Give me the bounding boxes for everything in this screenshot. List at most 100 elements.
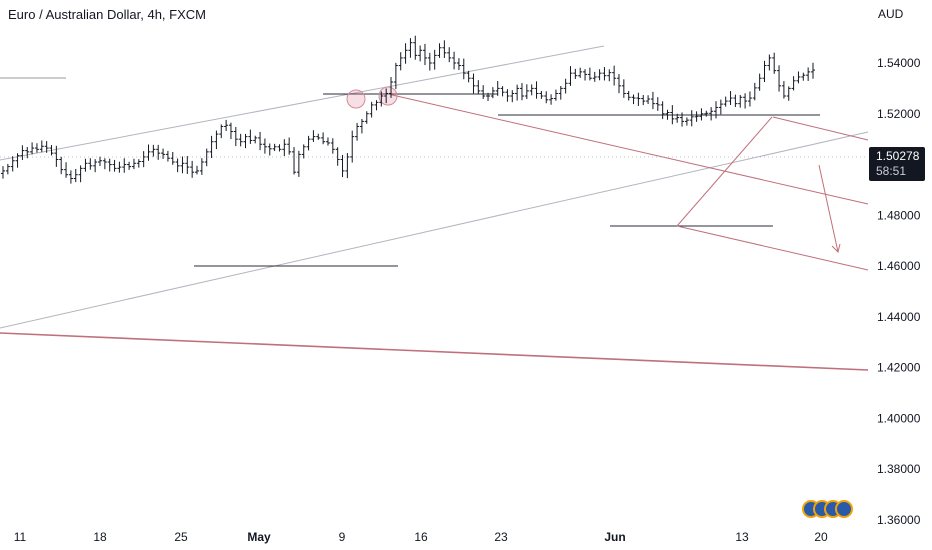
ohlc-bar xyxy=(587,67,592,81)
ohlc-bar xyxy=(30,142,35,155)
ohlc-bar xyxy=(107,158,112,172)
ohlc-bar xyxy=(355,122,360,141)
ohlc-bar xyxy=(277,144,282,152)
ohlc-bar xyxy=(476,80,481,94)
ohlc-bar xyxy=(621,79,626,98)
ohlc-bar xyxy=(762,60,767,82)
ohlc-bar xyxy=(733,94,738,108)
ohlc-bar xyxy=(500,86,505,97)
ohlc-bar xyxy=(403,43,408,64)
ohlc-bar xyxy=(10,156,15,172)
ohlc-bar xyxy=(422,43,427,66)
time-axis[interactable]: 11 18 25 May 9 16 23 Jun 13 20 xyxy=(14,530,828,544)
ohlc-bar xyxy=(136,159,141,168)
ohlc-bar xyxy=(641,94,646,106)
ohlc-bar xyxy=(364,111,369,124)
channel-upper-line[interactable] xyxy=(0,45,605,161)
ohlc-bar xyxy=(646,95,651,105)
descending-channel-upper[interactable] xyxy=(772,116,869,141)
ohlc-bar xyxy=(777,65,782,92)
ohlc-bar xyxy=(432,49,437,70)
ohlc-bar xyxy=(88,158,93,170)
top-marker-2[interactable] xyxy=(378,86,398,106)
ohlc-bar xyxy=(515,84,520,101)
time-tick-label: 11 xyxy=(14,530,27,544)
ohlc-bar xyxy=(141,151,146,168)
ohlc-bar xyxy=(214,130,219,150)
ohlc-bar xyxy=(165,150,170,162)
ohlc-bar xyxy=(524,84,529,100)
ohlc-bar xyxy=(151,144,156,157)
price-tick-label: 1.52000 xyxy=(877,107,921,121)
badge-icon xyxy=(835,500,853,518)
ohlc-bar xyxy=(389,77,394,98)
ohlc-bar xyxy=(636,92,641,106)
ohlc-bar xyxy=(359,118,364,134)
ohlc-bar xyxy=(238,133,243,147)
rising-leg-line[interactable] xyxy=(676,116,773,227)
last-price-badge: 1.50278 58:51 xyxy=(869,147,925,181)
ohlc-bar xyxy=(219,124,224,139)
ohlc-bar xyxy=(471,73,476,94)
price-axis[interactable]: 1.540001.520001.500001.480001.460001.440… xyxy=(877,56,921,527)
ohlc-bar xyxy=(185,156,190,174)
time-tick-label: 9 xyxy=(339,530,346,544)
ohlc-bar xyxy=(767,54,772,71)
ohlc-bar xyxy=(418,45,423,62)
ohlc-bar xyxy=(592,71,597,82)
ohlc-bar xyxy=(442,40,447,58)
currency-label: AUD xyxy=(878,7,904,21)
ohlc-bar xyxy=(301,144,306,159)
ohlc-bar xyxy=(612,65,617,86)
descending-channel-lower[interactable] xyxy=(676,225,869,271)
ohlc-bar xyxy=(393,62,398,90)
ohlc-bar xyxy=(723,96,728,107)
ohlc-bar xyxy=(563,78,568,94)
top-marker-1[interactable] xyxy=(346,89,366,109)
long-support-trendline[interactable] xyxy=(0,332,869,371)
ohlc-bar xyxy=(796,71,801,84)
channel-lower-line[interactable] xyxy=(0,131,869,329)
ohlc-bar xyxy=(544,91,549,104)
ohlc-bar xyxy=(78,165,83,183)
ohlc-bar xyxy=(680,112,685,127)
ohlc-bar xyxy=(505,89,510,102)
ohlc-bar xyxy=(146,144,151,161)
price-tick-label: 1.38000 xyxy=(877,462,921,476)
ohlc-bar xyxy=(461,58,466,80)
ohlc-bar xyxy=(398,52,403,71)
price-tick-label: 1.40000 xyxy=(877,411,921,425)
ohlc-bar xyxy=(665,109,670,120)
ohlc-bar xyxy=(127,161,132,170)
ohlc-bar xyxy=(510,90,515,103)
ohlc-bar xyxy=(456,58,461,71)
ohlc-bar xyxy=(262,138,267,154)
ohlc-bar xyxy=(713,101,718,119)
tradingview-logo-badges[interactable] xyxy=(802,500,853,520)
ohlc-bar xyxy=(699,108,704,121)
ohlc-bar xyxy=(597,69,602,81)
projection-arrow[interactable] xyxy=(818,164,839,253)
price-tick-label: 1.42000 xyxy=(877,361,921,375)
ohlc-bar xyxy=(316,133,321,140)
descending-trendline[interactable] xyxy=(387,93,869,205)
ohlc-bar xyxy=(747,91,752,107)
ohlc-bar xyxy=(583,69,588,81)
ohlc-bar xyxy=(5,163,10,175)
symbol-title[interactable]: Euro / Australian Dollar, 4h, FXCM xyxy=(8,7,206,22)
ohlc-bar xyxy=(292,147,297,175)
ohlc-bar xyxy=(704,110,709,117)
ohlc-bar xyxy=(83,158,88,172)
ohlc-bar xyxy=(335,147,340,166)
ohlc-bar xyxy=(568,66,573,86)
ohlc-bar xyxy=(728,91,733,106)
ohlc-bar xyxy=(791,76,796,91)
ohlc-bar xyxy=(602,67,607,81)
time-tick-label: 16 xyxy=(414,530,428,544)
projection-arrow-head xyxy=(831,243,841,253)
ohlc-bars xyxy=(1,35,815,184)
ohlc-bar xyxy=(73,168,78,183)
ohlc-bar xyxy=(573,68,578,79)
ohlc-bar xyxy=(786,86,791,101)
